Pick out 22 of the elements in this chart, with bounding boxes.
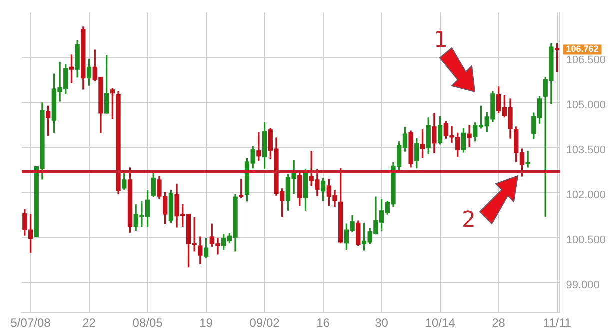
candlestick — [467, 125, 472, 148]
text: 106.762 — [566, 44, 599, 54]
candlestick — [256, 132, 262, 162]
y-tick-label: 106.500 — [566, 54, 606, 67]
annotation: 1 — [434, 28, 448, 53]
x-tick-label: 22 — [82, 316, 96, 330]
x-tick-label: 19 — [200, 316, 214, 330]
x-tick-label: 08/05 — [132, 316, 164, 330]
x-tick-label: 16 — [316, 316, 330, 330]
x-tick-label: 11/11 — [543, 316, 572, 330]
x-tick-label: 10/14 — [425, 316, 456, 330]
x-tick-label: 30 — [375, 316, 389, 330]
annotation: 2 — [462, 208, 476, 234]
y-tick-label: 99.000 — [566, 280, 600, 292]
y-tick-label: 102.000 — [566, 190, 606, 202]
x-tick-label: 28 — [492, 316, 506, 330]
y-tick-label: 100.500 — [566, 234, 606, 247]
candlestick — [526, 151, 530, 168]
y-tick-label: 105.000 — [566, 100, 606, 112]
y-tick-label: 103.500 — [566, 144, 606, 157]
x-tick-label: 09/02 — [250, 316, 280, 330]
x-tick-label: 5/07/08 — [10, 316, 52, 330]
